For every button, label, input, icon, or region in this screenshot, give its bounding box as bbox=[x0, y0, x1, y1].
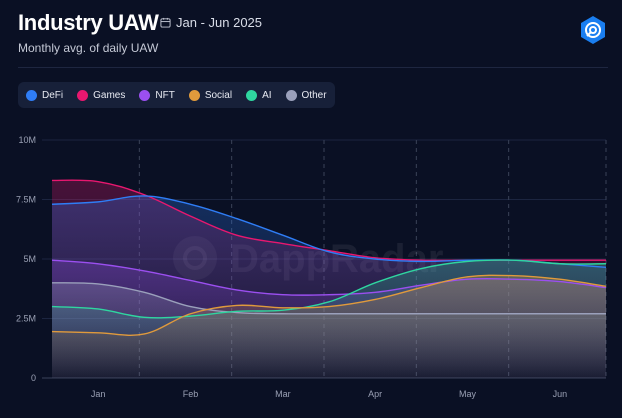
y-tick-label: 10M bbox=[18, 135, 36, 145]
x-tick-label: Mar bbox=[275, 389, 291, 399]
y-tick-label: 2.5M bbox=[16, 314, 36, 324]
legend-dot-defi bbox=[26, 89, 37, 101]
y-tick-label: 0 bbox=[31, 373, 36, 383]
legend-label-defi: DeFi bbox=[42, 89, 64, 101]
legend-label-nft: NFT bbox=[155, 89, 175, 101]
x-tick-label: May bbox=[459, 389, 477, 399]
series-line-social bbox=[51, 274, 607, 336]
legend-label-other: Other bbox=[301, 89, 327, 101]
legend-item-social[interactable]: Social bbox=[188, 89, 233, 101]
legend-item-other[interactable]: Other bbox=[285, 89, 327, 101]
legend-label-ai: AI bbox=[262, 89, 272, 101]
legend-dot-games bbox=[77, 89, 89, 101]
legend: DeFi Games NFT Social AI Other bbox=[18, 82, 335, 108]
x-tick-label: Jun bbox=[553, 389, 568, 399]
y-tick-label: 7.5M bbox=[16, 195, 36, 205]
chart-subtitle: Monthly avg. of daily UAW bbox=[18, 41, 159, 55]
legend-item-nft[interactable]: NFT bbox=[139, 89, 175, 101]
area-social bbox=[52, 275, 606, 378]
chart-title: Industry UAW bbox=[18, 10, 159, 35]
legend-dot-social bbox=[188, 89, 200, 101]
series-line-other bbox=[51, 282, 606, 315]
legend-dot-nft bbox=[139, 89, 151, 101]
date-range[interactable]: Jan - Jun 2025 bbox=[160, 15, 262, 30]
series-line-ai bbox=[51, 259, 607, 319]
legend-label-games: Games bbox=[93, 89, 126, 101]
legend-item-games[interactable]: Games bbox=[77, 89, 126, 101]
x-tick-label: Apr bbox=[368, 389, 382, 399]
legend-item-defi[interactable]: DeFi bbox=[26, 89, 64, 101]
legend-item-ai[interactable]: AI bbox=[246, 89, 272, 101]
legend-label-social: Social bbox=[204, 89, 233, 101]
x-tick-label: Feb bbox=[183, 389, 199, 399]
y-tick-label: 5M bbox=[23, 254, 36, 264]
dappradar-logo-icon[interactable] bbox=[578, 15, 608, 45]
calendar-icon bbox=[160, 17, 171, 28]
legend-dot-ai bbox=[246, 89, 258, 101]
x-tick-label: Jan bbox=[91, 389, 106, 399]
date-range-label: Jan - Jun 2025 bbox=[176, 15, 263, 30]
series-line-nft bbox=[51, 259, 607, 296]
header-divider bbox=[18, 67, 608, 68]
legend-dot-other bbox=[285, 89, 297, 101]
